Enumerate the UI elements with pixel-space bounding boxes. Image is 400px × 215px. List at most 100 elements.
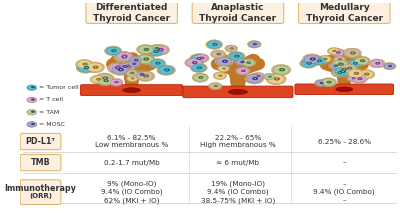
Circle shape	[120, 69, 122, 70]
Circle shape	[383, 63, 396, 70]
Circle shape	[128, 56, 143, 64]
Circle shape	[109, 78, 123, 86]
Circle shape	[322, 79, 335, 86]
Text: Medullary
Thyroid Cancer: Medullary Thyroid Cancer	[306, 3, 383, 23]
Circle shape	[87, 63, 103, 72]
Circle shape	[210, 83, 221, 89]
Circle shape	[98, 77, 113, 85]
Circle shape	[124, 66, 126, 67]
Circle shape	[274, 77, 280, 81]
Circle shape	[122, 65, 128, 68]
Circle shape	[131, 77, 135, 80]
Circle shape	[31, 86, 35, 88]
Circle shape	[226, 46, 236, 52]
Circle shape	[145, 58, 147, 60]
Circle shape	[354, 72, 359, 75]
Circle shape	[366, 74, 368, 75]
Circle shape	[127, 65, 128, 66]
Circle shape	[268, 75, 272, 78]
Circle shape	[112, 65, 128, 74]
Circle shape	[236, 56, 238, 57]
Circle shape	[223, 68, 225, 69]
Circle shape	[113, 50, 115, 51]
Circle shape	[207, 41, 221, 48]
Circle shape	[281, 69, 283, 70]
Circle shape	[217, 65, 230, 72]
Circle shape	[214, 73, 226, 79]
Circle shape	[253, 43, 257, 45]
Circle shape	[76, 59, 93, 69]
Circle shape	[353, 56, 370, 66]
Circle shape	[158, 48, 164, 51]
Circle shape	[336, 65, 351, 74]
Circle shape	[212, 51, 224, 58]
Circle shape	[121, 55, 127, 59]
Text: ≈ 6 mut/Mb: ≈ 6 mut/Mb	[216, 160, 260, 166]
Ellipse shape	[123, 88, 140, 93]
Circle shape	[122, 63, 136, 71]
Circle shape	[252, 77, 258, 80]
Circle shape	[369, 59, 385, 68]
Circle shape	[370, 60, 384, 67]
Circle shape	[82, 63, 88, 66]
Circle shape	[216, 53, 221, 55]
Circle shape	[150, 45, 170, 55]
Circle shape	[86, 67, 88, 68]
Circle shape	[146, 49, 148, 50]
Text: = MOSC: = MOSC	[39, 122, 64, 127]
Text: = TAM: = TAM	[39, 110, 59, 115]
Circle shape	[198, 76, 204, 79]
Circle shape	[150, 60, 164, 67]
Text: = T cell: = T cell	[39, 97, 63, 102]
Circle shape	[304, 55, 320, 64]
Circle shape	[149, 59, 166, 68]
Text: 0.2-1.7 mut/Mb: 0.2-1.7 mut/Mb	[104, 160, 160, 166]
FancyBboxPatch shape	[298, 2, 390, 23]
Circle shape	[328, 82, 330, 83]
Circle shape	[155, 51, 157, 52]
Circle shape	[227, 51, 245, 61]
Circle shape	[269, 76, 271, 77]
Circle shape	[245, 74, 264, 84]
Circle shape	[140, 73, 144, 76]
FancyBboxPatch shape	[295, 84, 394, 95]
Circle shape	[349, 60, 361, 67]
Circle shape	[114, 52, 133, 63]
Circle shape	[157, 65, 176, 75]
Circle shape	[192, 61, 198, 64]
Circle shape	[222, 60, 228, 63]
Circle shape	[115, 66, 121, 69]
Circle shape	[349, 68, 351, 69]
Circle shape	[384, 63, 395, 69]
FancyBboxPatch shape	[86, 2, 177, 23]
Circle shape	[115, 51, 133, 61]
Circle shape	[110, 79, 122, 86]
Circle shape	[147, 47, 164, 57]
Text: –
9.4% (IO Combo)
–: – 9.4% (IO Combo) –	[314, 181, 375, 203]
Circle shape	[364, 73, 370, 76]
Circle shape	[190, 63, 207, 73]
Circle shape	[254, 44, 256, 45]
Circle shape	[359, 78, 361, 79]
Circle shape	[198, 67, 200, 68]
Circle shape	[212, 43, 218, 46]
Circle shape	[110, 64, 130, 75]
Circle shape	[340, 64, 342, 65]
Circle shape	[355, 57, 369, 65]
Circle shape	[311, 57, 327, 65]
Circle shape	[196, 57, 202, 60]
Circle shape	[114, 81, 119, 83]
Text: 19% (Mono-IO)
9.4% (IO Combo)
38.5-75% (MKI + IO): 19% (Mono-IO) 9.4% (IO Combo) 38.5-75% (…	[201, 181, 275, 204]
Circle shape	[306, 62, 312, 65]
Circle shape	[351, 74, 368, 83]
Circle shape	[27, 109, 37, 115]
Circle shape	[230, 47, 234, 49]
Circle shape	[116, 62, 132, 71]
Circle shape	[343, 69, 345, 70]
Circle shape	[279, 68, 285, 71]
Circle shape	[194, 74, 207, 81]
Circle shape	[130, 57, 142, 63]
Circle shape	[118, 68, 124, 71]
Circle shape	[125, 69, 138, 77]
Circle shape	[231, 48, 232, 49]
